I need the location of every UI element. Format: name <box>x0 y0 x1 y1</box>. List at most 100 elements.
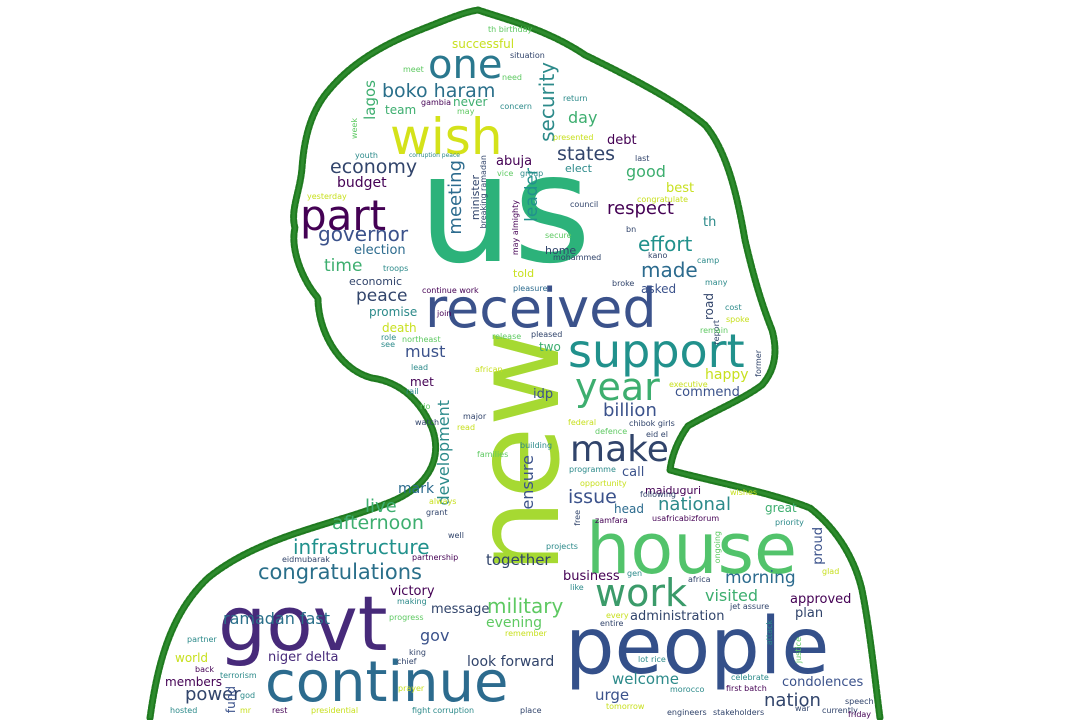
word: elect <box>565 162 592 175</box>
word: victory <box>390 584 435 599</box>
word: told <box>513 267 535 280</box>
word: group <box>520 169 544 178</box>
word: situation <box>510 51 545 60</box>
word: need <box>502 73 522 82</box>
word: building <box>520 441 553 450</box>
word: boko haram <box>382 80 496 102</box>
word: watch <box>415 418 440 427</box>
word: part <box>300 191 387 240</box>
word: opportunity <box>580 479 627 488</box>
word: look forward <box>467 654 555 670</box>
word: join <box>437 309 452 318</box>
word: urge <box>595 686 630 704</box>
word: families <box>477 450 509 459</box>
word: cost <box>725 303 742 312</box>
word: death <box>382 321 417 335</box>
word: release <box>492 332 522 341</box>
word: programme <box>569 465 616 474</box>
word: congratulate <box>637 195 689 204</box>
word: concern <box>500 102 532 111</box>
word: following <box>640 490 676 499</box>
word: ongoing <box>713 531 722 564</box>
word: fight corruption <box>412 706 475 715</box>
word: prayer <box>398 684 425 693</box>
word: great <box>765 501 797 515</box>
word: continue <box>265 650 509 715</box>
word: successful <box>452 37 515 51</box>
word: always <box>429 497 457 506</box>
word: govt <box>218 579 388 668</box>
word: free <box>573 510 582 526</box>
word: entire <box>600 619 624 628</box>
word: meeting <box>445 160 466 235</box>
word: work <box>595 571 687 615</box>
word: governor <box>318 222 409 246</box>
word: one <box>428 42 503 88</box>
word: live <box>365 496 397 517</box>
word: continue work <box>422 286 479 295</box>
word: rio <box>420 402 431 411</box>
word: fund <box>224 686 238 714</box>
word: made <box>641 258 698 282</box>
word: ensure <box>518 455 537 510</box>
word: well <box>448 531 464 540</box>
word: people <box>565 602 830 692</box>
word: rest <box>272 706 288 715</box>
word: lot <box>638 655 649 664</box>
word: commend <box>675 385 740 400</box>
word: may <box>457 107 475 116</box>
word: meet <box>403 65 424 74</box>
word: god <box>240 691 256 700</box>
word: business <box>563 569 620 584</box>
word: remain <box>700 326 729 335</box>
word: council <box>570 200 599 209</box>
word: partner <box>187 635 217 644</box>
word: support <box>568 324 745 378</box>
word: troops <box>383 264 409 273</box>
word: afternoon <box>332 512 424 534</box>
word: message <box>431 602 490 617</box>
word: return <box>563 94 588 103</box>
word: grant <box>426 508 448 517</box>
word: never <box>453 95 488 109</box>
word: received <box>425 277 657 340</box>
word: ramadan fast <box>223 609 331 628</box>
word: tomorrow <box>606 702 645 711</box>
word: happy <box>705 367 749 383</box>
word: secure <box>545 231 572 240</box>
word: war <box>795 704 810 713</box>
word: presidential <box>311 706 359 715</box>
word: security <box>535 62 559 142</box>
word: yesterday <box>307 192 347 201</box>
word: former <box>754 350 763 377</box>
word: infrastructure <box>293 535 430 559</box>
word: place <box>520 706 542 715</box>
word: pleasure <box>513 284 548 293</box>
word: spoke <box>726 315 750 324</box>
word: eidmubarak <box>282 555 330 564</box>
word: hosted <box>170 706 198 715</box>
word: respect <box>607 198 674 219</box>
word: usafricabizforum <box>652 514 720 523</box>
word: presented <box>553 133 594 142</box>
word: head <box>614 502 644 516</box>
word: remember <box>505 629 547 638</box>
word: maiduguri <box>645 484 701 497</box>
word: africa <box>688 575 711 584</box>
word: economic <box>349 275 403 288</box>
word: engineers <box>667 708 707 717</box>
word: mr <box>240 706 252 715</box>
word: time <box>324 256 363 276</box>
word: executive <box>669 380 708 389</box>
word: vice <box>497 169 514 178</box>
word: projects <box>546 542 578 551</box>
word: pleased <box>531 330 563 339</box>
word: military <box>487 594 564 618</box>
word: billion <box>603 400 657 421</box>
word: wish <box>390 108 503 166</box>
word: bn <box>626 225 637 234</box>
word: priority <box>775 518 804 527</box>
word: good <box>626 162 666 181</box>
